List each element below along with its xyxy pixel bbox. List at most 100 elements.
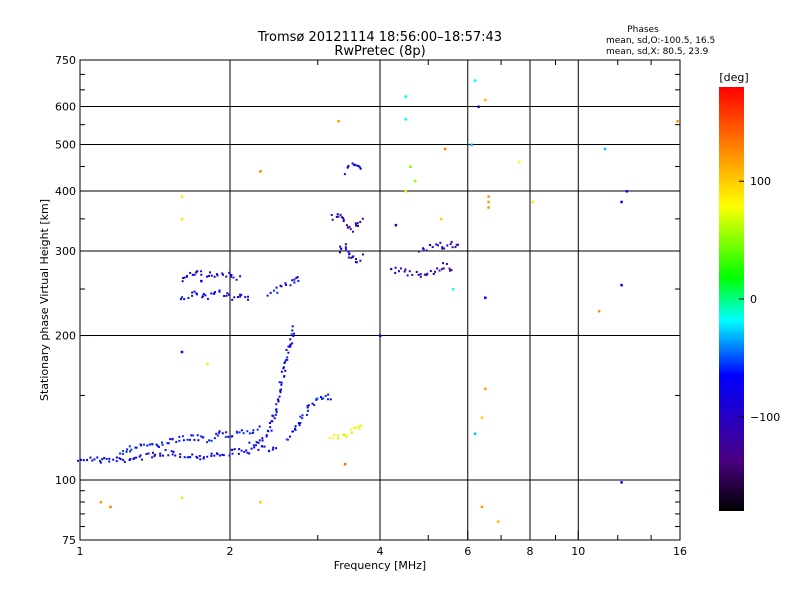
trace-point [357, 225, 360, 228]
trace-point [135, 446, 138, 449]
trace-point [227, 293, 230, 296]
trace-point [287, 351, 290, 354]
trace-point [419, 273, 422, 276]
trace-point [292, 430, 295, 433]
scatter-point [343, 462, 347, 466]
trace-point [307, 404, 310, 407]
trace-point [240, 293, 243, 296]
trace-point [139, 454, 142, 457]
scatter-point [180, 350, 184, 354]
trace-point [224, 435, 227, 438]
colorbar: [deg] 100 0 −100 [719, 71, 780, 511]
scatter-point [620, 200, 623, 204]
trace-point [216, 434, 219, 437]
scatter-point [180, 217, 184, 221]
trace-point [190, 434, 193, 437]
trace-point [327, 398, 330, 401]
trace-point [157, 445, 160, 448]
trace-point [223, 295, 226, 298]
trace-point [188, 456, 191, 459]
trace-point [299, 415, 302, 418]
trace-point [359, 167, 362, 170]
trace-point [213, 437, 216, 440]
trace-point [172, 450, 175, 453]
scatter-point [620, 481, 623, 484]
trace-point [358, 166, 361, 169]
trace-point [239, 293, 242, 296]
trace-point [218, 430, 221, 433]
trace-point [191, 294, 194, 297]
trace-point [362, 253, 365, 256]
trace-point [248, 432, 251, 435]
phase-stats-heading: Phases [627, 25, 659, 35]
trace-point [128, 445, 131, 448]
trace-point [397, 270, 400, 273]
trace-point [182, 277, 185, 280]
trace-point [143, 443, 146, 446]
x-tick-label: 6 [464, 545, 471, 558]
trace-point [350, 431, 353, 434]
trace-point [443, 247, 446, 250]
scatter-point [180, 195, 184, 198]
trace-point [450, 269, 453, 272]
trace-point [254, 444, 257, 447]
trace-point [357, 165, 360, 168]
trace-point [299, 422, 302, 425]
scatter-point [620, 283, 623, 287]
trace-point [394, 271, 397, 274]
trace-point [108, 460, 111, 463]
trace-point [204, 294, 207, 297]
trace-point [179, 456, 182, 459]
trace-point [231, 452, 234, 455]
trace-point [297, 422, 300, 425]
scatter-point [531, 200, 535, 204]
trace-point [213, 275, 216, 278]
trace-point [237, 452, 240, 455]
trace-point [252, 431, 255, 434]
trace-point [330, 213, 333, 216]
trace-point [187, 296, 190, 299]
y-tick-label: 300 [55, 245, 76, 258]
phase-stats-o: mean, sd,O:-100.5, 16.5 [606, 36, 715, 46]
trace-point [196, 434, 199, 437]
y-tick-label: 500 [55, 139, 76, 152]
trace-point [195, 271, 198, 274]
trace-point [450, 240, 453, 243]
trace-point [285, 348, 288, 351]
trace-point [291, 325, 294, 328]
trace-point [240, 449, 243, 452]
trace-point [417, 250, 420, 253]
trace-point [196, 270, 199, 273]
trace-point [436, 244, 439, 247]
y-tick-label: 200 [55, 330, 76, 343]
trace-point [285, 359, 288, 362]
trace-point [183, 298, 186, 301]
trace-point [289, 284, 292, 287]
trace-point [432, 272, 435, 275]
trace-point [286, 438, 289, 441]
x-tick-label: 2 [227, 545, 234, 558]
trace-point [231, 298, 234, 301]
trace-point [222, 273, 225, 276]
trace-point [159, 452, 162, 455]
colorbar-ticks: 100 0 −100 [739, 175, 780, 424]
scatter-point [473, 432, 477, 436]
trace-point [167, 454, 170, 457]
trace-point [449, 269, 452, 272]
trace-point [181, 435, 184, 438]
trace-point [160, 441, 163, 444]
trace-point [272, 414, 275, 417]
trace-point [275, 447, 278, 450]
trace-point [196, 293, 199, 296]
trace-point [210, 274, 213, 277]
trace-point [151, 443, 154, 446]
scatter-point [337, 119, 340, 123]
trace-point [244, 296, 247, 299]
trace-point [195, 455, 198, 458]
trace-point [446, 244, 449, 247]
trace-point [421, 247, 424, 250]
trace-point [105, 457, 108, 460]
trace-point [93, 458, 96, 461]
trace-point [202, 292, 205, 295]
